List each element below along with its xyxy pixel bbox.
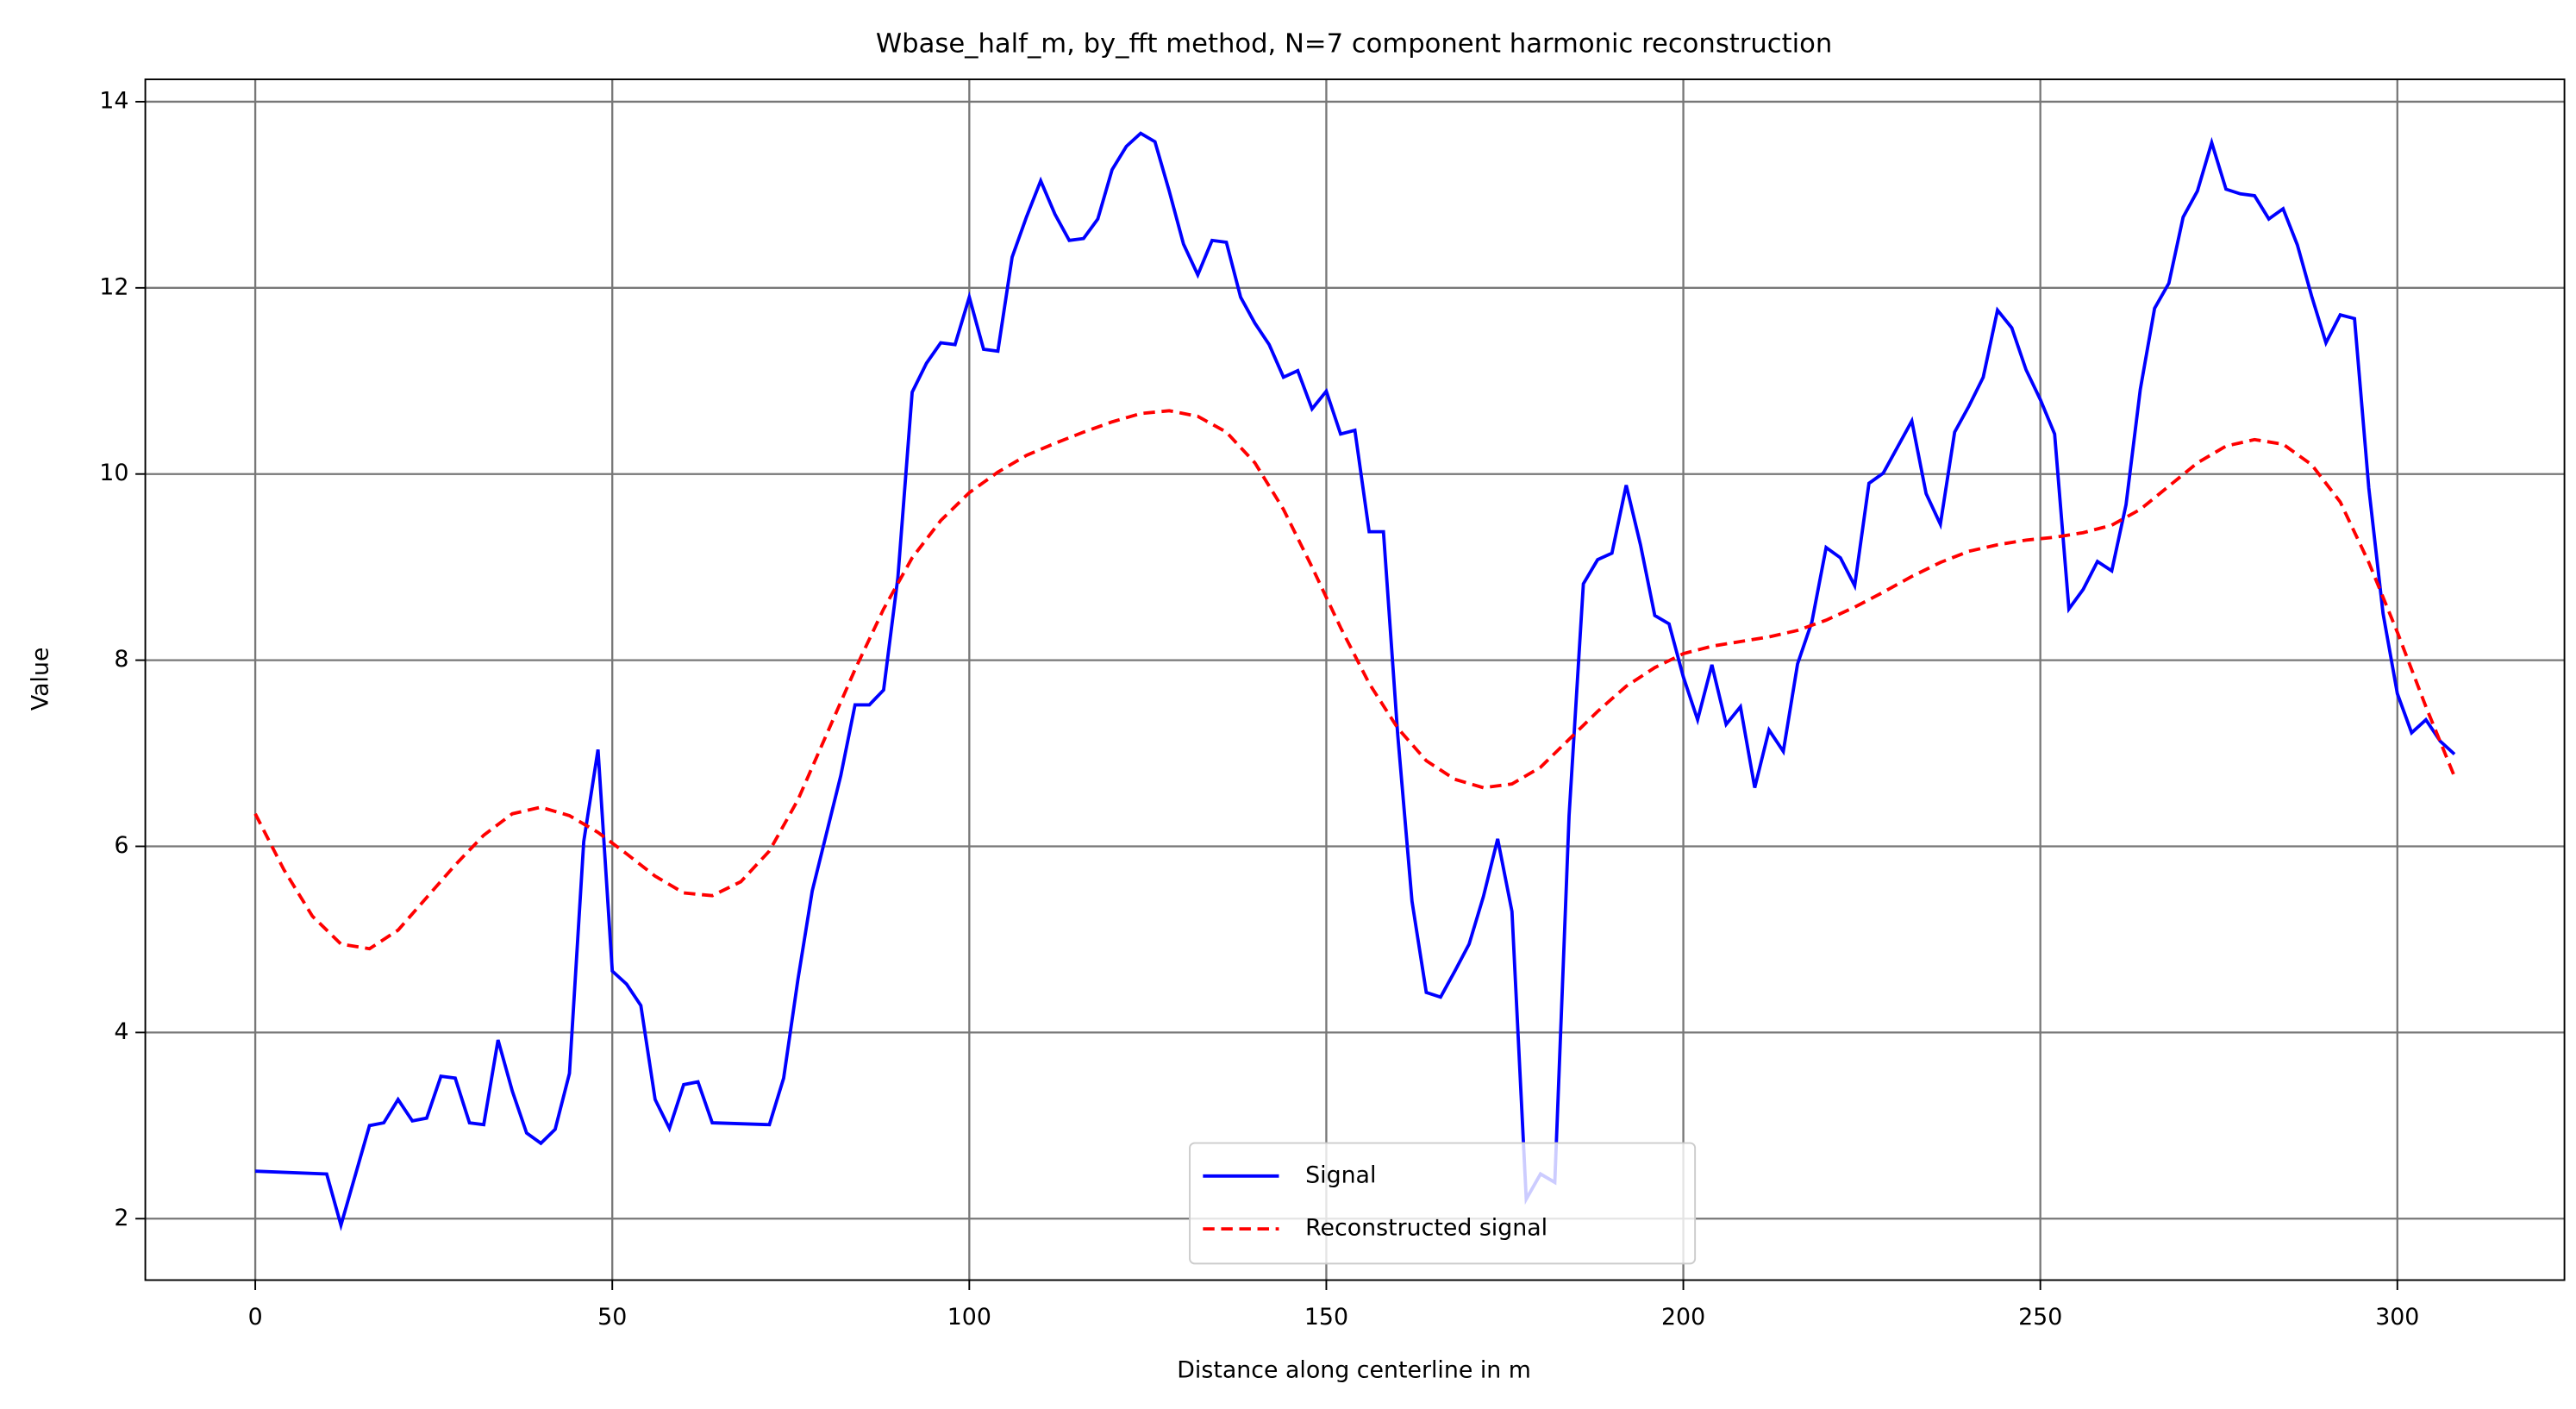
x-tick-label: 0 (248, 1304, 263, 1331)
plot-frame (144, 78, 2566, 1281)
data-line (255, 131, 2456, 1231)
y-tick-label: 14 (99, 87, 128, 114)
y-axis-label: Value (27, 648, 53, 711)
legend-box (1189, 1142, 1697, 1265)
y-tick-label: 10 (99, 460, 128, 486)
x-tick-label: 250 (2018, 1304, 2062, 1331)
x-tick-label: 100 (947, 1304, 991, 1331)
legend-label: Reconstructed signal (1305, 1215, 1547, 1242)
x-tick-label: 50 (597, 1304, 627, 1331)
x-tick-label: 300 (2375, 1304, 2419, 1331)
y-tick-label: 8 (114, 646, 128, 673)
legend: Signal Reconstructed signal (1189, 1142, 1697, 1265)
y-tick-label: 4 (114, 1018, 128, 1045)
y-tick-label: 6 (114, 832, 128, 859)
y-tick-label: 2 (114, 1205, 128, 1231)
y-tick-label: 12 (99, 273, 128, 300)
x-axis-label: Distance along centerline in m (1177, 1356, 1531, 1383)
chart-title: Wbase_half_m, by_fft method, N=7 compone… (876, 28, 1832, 59)
x-tick-label: 150 (1304, 1304, 1348, 1331)
data-line (253, 409, 2456, 951)
legend-label: Signal (1305, 1162, 1376, 1188)
x-tick-label: 200 (1661, 1304, 1705, 1331)
